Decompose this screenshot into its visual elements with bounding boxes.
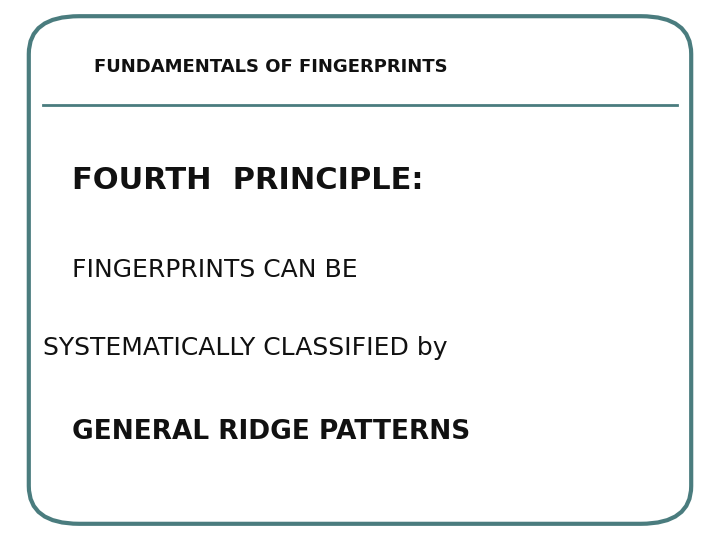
Text: SYSTEMATICALLY CLASSIFIED by: SYSTEMATICALLY CLASSIFIED by [43, 336, 448, 360]
Text: FUNDAMENTALS OF FINGERPRINTS: FUNDAMENTALS OF FINGERPRINTS [94, 58, 447, 77]
Text: GENERAL RIDGE PATTERNS: GENERAL RIDGE PATTERNS [72, 419, 470, 445]
Text: FOURTH  PRINCIPLE:: FOURTH PRINCIPLE: [72, 166, 423, 195]
Text: FINGERPRINTS CAN BE: FINGERPRINTS CAN BE [72, 258, 358, 282]
FancyBboxPatch shape [29, 16, 691, 524]
